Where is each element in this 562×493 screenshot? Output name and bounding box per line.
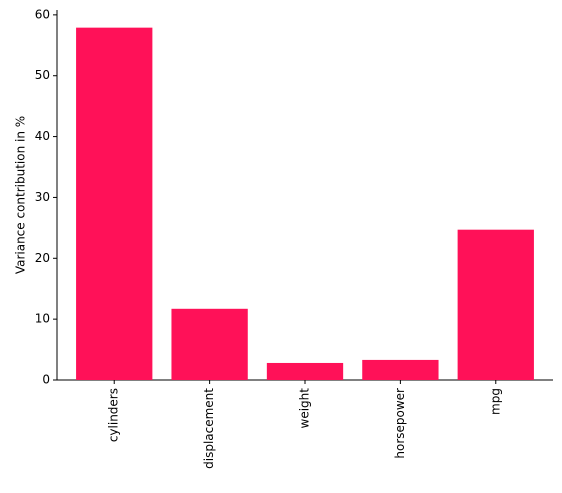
y-tick-label: 10 <box>35 312 50 326</box>
y-axis-label: Variance contribution in % <box>14 116 28 274</box>
y-tick-label: 20 <box>35 251 50 265</box>
x-tick-label: cylinders <box>107 388 121 442</box>
bar <box>76 27 153 381</box>
y-tick-label: 30 <box>35 190 50 204</box>
x-tick-label: displacement <box>202 388 216 469</box>
bar <box>457 229 534 380</box>
x-tick-label: horsepower <box>393 388 407 459</box>
bar <box>266 362 344 380</box>
x-tick-label: weight <box>298 388 312 429</box>
x-tick-label: mpg <box>488 388 502 415</box>
y-tick-label: 60 <box>35 7 50 21</box>
y-tick-label: 0 <box>42 373 50 387</box>
y-tick-label: 40 <box>35 129 50 143</box>
y-tick-label: 50 <box>35 68 50 82</box>
bar <box>362 359 439 380</box>
bar <box>171 308 248 380</box>
